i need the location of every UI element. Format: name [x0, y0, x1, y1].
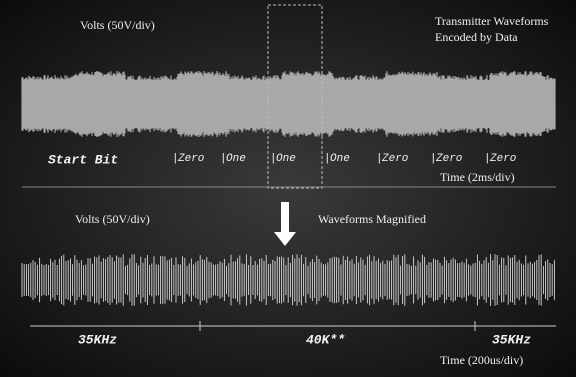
bit-label: Zero	[489, 153, 516, 165]
x-label: Time (2ms/div)	[440, 170, 515, 184]
oscilloscope-screen: Volts (50V/div) Transmitter Waveforms En…	[0, 0, 576, 377]
start-bit: Start Bit	[48, 152, 118, 167]
frequency: 40K**	[306, 332, 345, 347]
title: Waveforms Magnified	[318, 212, 426, 226]
bit-label: One	[276, 153, 296, 165]
bit-label: Zero	[381, 153, 408, 165]
y-label: Volts (50V/div)	[80, 18, 155, 32]
top-waveform	[22, 71, 555, 137]
y-label: Volts (50V/div)	[75, 212, 150, 226]
waveform	[22, 71, 555, 137]
x-label: Time (200us/div)	[440, 353, 523, 367]
title: Transmitter Waveforms	[435, 14, 549, 28]
bit-label: One	[226, 153, 246, 165]
bit-label: One	[330, 153, 350, 165]
frequency: 35KHz	[492, 332, 531, 347]
bit-label: Zero	[435, 153, 462, 165]
frequency: 35KHz	[78, 332, 117, 347]
title: Encoded by Data	[435, 30, 518, 44]
bit-label: Zero	[177, 153, 204, 165]
